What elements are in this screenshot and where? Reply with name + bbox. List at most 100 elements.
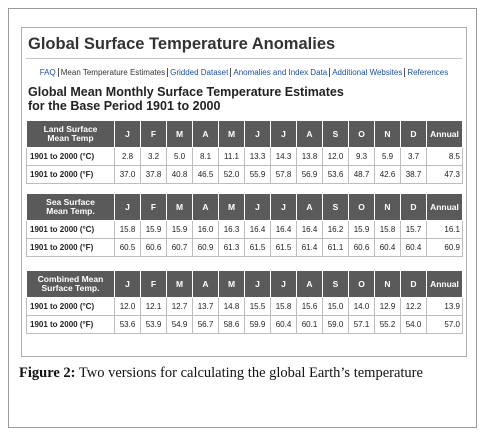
- cell: 14.8: [218, 297, 245, 316]
- cell: 53.6: [114, 315, 141, 334]
- header-row: Land Surface Mean Temp J F M A M J J A S O N D Annual: [26, 120, 463, 148]
- cell: 60.6: [348, 238, 375, 257]
- cell: 16.1: [426, 220, 463, 239]
- cell: 16.4: [244, 220, 271, 239]
- cell: 37.0: [114, 165, 141, 184]
- cell: 61.5: [244, 238, 271, 257]
- cell: 59.0: [322, 315, 349, 334]
- column-header: J: [244, 270, 271, 298]
- column-header: M: [218, 120, 245, 148]
- caption-text: Two versions for calculating the global …: [78, 365, 423, 381]
- column-header: A: [296, 193, 323, 221]
- column-header: O: [348, 120, 375, 148]
- table-name: Surface Temp.: [41, 283, 100, 293]
- cell: 8.1: [192, 147, 219, 166]
- table-name: Land Surface: [43, 124, 98, 134]
- column-header: F: [140, 270, 167, 298]
- column-header: N: [374, 120, 401, 148]
- cell: 15.7: [400, 220, 427, 239]
- cell: 12.2: [400, 297, 427, 316]
- column-header: J: [244, 120, 271, 148]
- cell: 13.3: [244, 147, 271, 166]
- column-header: S: [322, 270, 349, 298]
- column-header: S: [322, 120, 349, 148]
- cell: 15.6: [296, 297, 323, 316]
- cell: 15.9: [140, 220, 167, 239]
- cell: 57.0: [426, 315, 463, 334]
- cell: 38.7: [400, 165, 427, 184]
- cell: 55.2: [374, 315, 401, 334]
- cell: 13.9: [426, 297, 463, 316]
- caption-label: Figure 2:: [19, 365, 76, 381]
- column-header: O: [348, 270, 375, 298]
- cell: 15.8: [114, 220, 141, 239]
- cell: 15.9: [166, 220, 193, 239]
- cell: 53.9: [140, 315, 167, 334]
- cell: 60.7: [166, 238, 193, 257]
- cell: 53.6: [322, 165, 349, 184]
- cell: 16.4: [270, 220, 297, 239]
- row-label: 1901 to 2000 (°F): [26, 315, 115, 334]
- nav-link[interactable]: Anomalies and Index Data: [230, 68, 330, 77]
- cell: 61.5: [270, 238, 297, 257]
- table-name: Mean Temp.: [46, 206, 95, 216]
- column-header: M: [218, 193, 245, 221]
- cell: 8.5: [426, 147, 463, 166]
- cell: 13.8: [296, 147, 323, 166]
- column-header: N: [374, 270, 401, 298]
- cell: 61.4: [296, 238, 323, 257]
- column-header: O: [348, 193, 375, 221]
- cell: 12.0: [114, 297, 141, 316]
- column-header: J: [244, 193, 271, 221]
- cell: 12.7: [166, 297, 193, 316]
- column-header: J: [114, 193, 141, 221]
- column-header: M: [166, 120, 193, 148]
- cell: 47.3: [426, 165, 463, 184]
- cell: 12.9: [374, 297, 401, 316]
- column-header: J: [114, 120, 141, 148]
- nav-link[interactable]: FAQ: [39, 68, 56, 77]
- cell: 16.3: [218, 220, 245, 239]
- cell: 16.4: [296, 220, 323, 239]
- column-header: Annual: [426, 193, 463, 221]
- cell: 16.2: [322, 220, 349, 239]
- nav-bar: FAQ Mean Temperature Estimates Gridded Dat…: [22, 68, 466, 77]
- cell: 15.0: [322, 297, 349, 316]
- cell: 42.6: [374, 165, 401, 184]
- data-row: 1901 to 2000 (°C) 12.0 12.1 12.7 13.7 14.8 15.…: [26, 297, 463, 316]
- column-header: M: [218, 270, 245, 298]
- divider: [26, 58, 462, 59]
- nav-link[interactable]: Additional Websites: [329, 68, 405, 77]
- column-header: M: [166, 270, 193, 298]
- cell: 56.7: [192, 315, 219, 334]
- cell: 15.8: [270, 297, 297, 316]
- nav-link[interactable]: References: [404, 68, 451, 77]
- nav-link: Mean Temperature Estimates: [57, 68, 168, 77]
- cell: 54.9: [166, 315, 193, 334]
- cell: 60.9: [192, 238, 219, 257]
- table-name: Sea Surface: [46, 197, 95, 207]
- cell: 56.9: [296, 165, 323, 184]
- data-table: Combined Mean Surface Temp. J F M A M J J A S O N D An…: [26, 270, 463, 334]
- cell: 3.7: [400, 147, 427, 166]
- cell: 16.0: [192, 220, 219, 239]
- cell: 40.8: [166, 165, 193, 184]
- row-label: 1901 to 2000 (°F): [26, 238, 115, 257]
- data-table: Land Surface Mean Temp J F M A M J J A S O N D Annual 1…: [26, 120, 463, 184]
- cell: 14.0: [348, 297, 375, 316]
- cell: 12.1: [140, 297, 167, 316]
- cell: 48.7: [348, 165, 375, 184]
- nav-link[interactable]: Gridded Dataset: [167, 68, 231, 77]
- column-header: Annual: [426, 120, 463, 148]
- page-title: Global Surface Temperature Anomalies: [28, 35, 336, 53]
- column-header: J: [270, 120, 297, 148]
- cell: 14.3: [270, 147, 297, 166]
- data-row: 1901 to 2000 (°C) 2.8 3.2 5.0 8.1 11.1 13.3 14.…: [26, 147, 463, 166]
- column-header: F: [140, 120, 167, 148]
- header-row: Sea Surface Mean Temp. J F M A M J J A S O N D Annual: [26, 193, 463, 221]
- row-label: 1901 to 2000 (°C): [26, 220, 115, 239]
- data-row: 1901 to 2000 (°F) 60.5 60.6 60.7 60.9 61.3 61.…: [26, 238, 463, 257]
- column-header: J: [114, 270, 141, 298]
- column-header: J: [270, 270, 297, 298]
